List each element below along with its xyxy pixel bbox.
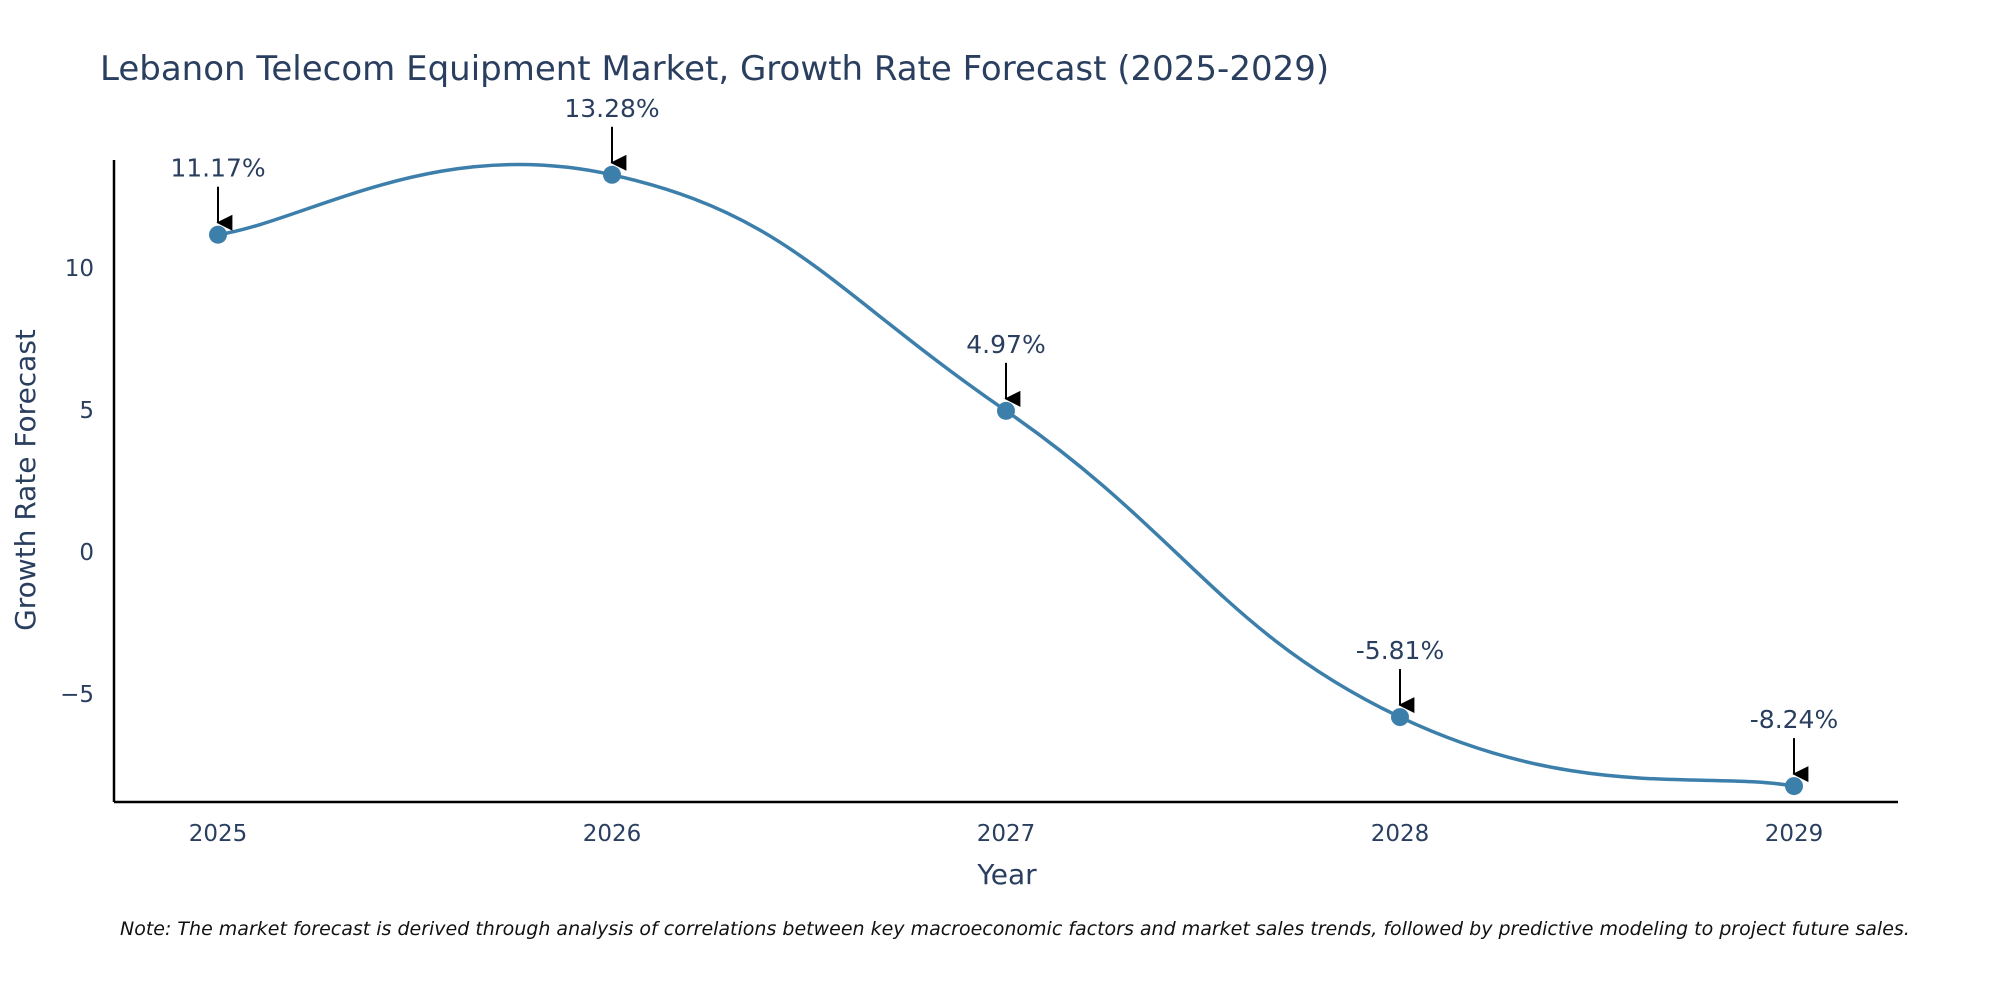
data-point-marker xyxy=(1785,777,1803,796)
data-markers xyxy=(209,165,1803,796)
y-tick-label: −5 xyxy=(60,682,94,708)
data-label: 13.28% xyxy=(564,94,659,123)
footnote: Note: The market forecast is derived thr… xyxy=(120,918,1910,940)
series-line xyxy=(217,162,1795,788)
x-tick-label: 2025 xyxy=(189,821,248,847)
y-axis-title: Growth Rate Forecast xyxy=(9,329,42,631)
y-tick-label: 5 xyxy=(79,398,94,424)
data-point-marker xyxy=(603,165,621,184)
x-tick-label: 2029 xyxy=(1765,821,1824,847)
data-point-marker xyxy=(997,401,1015,420)
x-axis-ticks: 2025 2026 2027 2028 2029 xyxy=(189,821,1824,847)
x-tick-label: 2028 xyxy=(1371,821,1430,847)
x-tick-label: 2027 xyxy=(977,821,1036,847)
data-point-marker xyxy=(1391,708,1409,727)
data-label: 11.17% xyxy=(170,154,265,183)
chart-title: Lebanon Telecom Equipment Market, Growth… xyxy=(100,49,1329,89)
data-label: 4.97% xyxy=(966,330,1045,359)
x-axis-title: Year xyxy=(976,858,1037,891)
y-axis-ticks: −5 0 5 10 xyxy=(60,256,94,708)
data-label: -8.24% xyxy=(1750,705,1838,734)
data-point-marker xyxy=(209,225,227,244)
data-label: -5.81% xyxy=(1356,636,1444,665)
y-tick-label: 0 xyxy=(79,540,94,566)
x-tick-label: 2026 xyxy=(583,821,642,847)
data-annotations: 11.17% 13.28% 4.97% -5.81% -8.24% xyxy=(170,94,1838,783)
y-tick-label: 10 xyxy=(65,256,94,282)
